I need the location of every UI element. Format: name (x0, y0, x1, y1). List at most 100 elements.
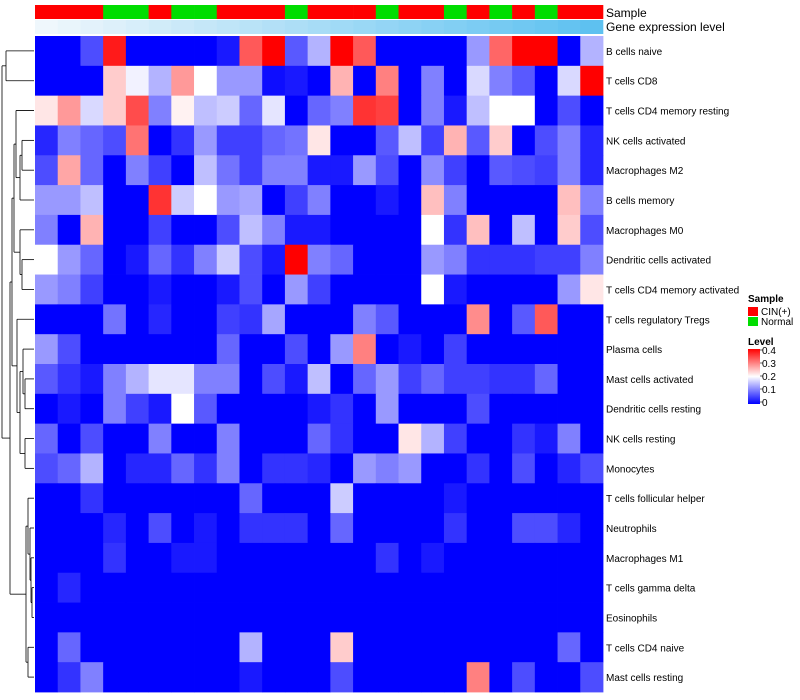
heatmap-cell (489, 483, 513, 514)
heatmap-cell (194, 185, 218, 216)
expression-annot-cell (580, 20, 604, 34)
heatmap-cell (148, 185, 172, 216)
heatmap-cell (512, 185, 536, 216)
sample-annot-cell (103, 5, 127, 19)
legend-sample-title: Sample (748, 294, 784, 305)
heatmap-cell (284, 364, 309, 395)
heatmap-cell (307, 632, 331, 663)
heatmap-cell (330, 393, 354, 425)
heatmap-cell (512, 364, 536, 395)
row-label: Dendritic cells resting (606, 405, 701, 416)
heatmap-cell (466, 274, 490, 305)
heatmap-cell (534, 274, 558, 305)
heatmap-cell (80, 304, 104, 335)
expression-annot-cell (194, 20, 218, 34)
heatmap-cell (148, 65, 172, 97)
heatmap-cell (35, 632, 59, 663)
heatmap-cell (216, 662, 240, 693)
heatmap-cell (557, 36, 581, 67)
heatmap-cell (194, 125, 218, 156)
heatmap-cell (534, 542, 558, 574)
heatmap-cell (580, 214, 604, 246)
heatmap-cell (103, 572, 127, 603)
heatmap-cell (353, 542, 377, 574)
heatmap-cell (57, 423, 81, 454)
heatmap-cell (557, 95, 581, 126)
heatmap-cell (330, 483, 354, 514)
heatmap-cell (80, 364, 104, 395)
heatmap-cell (148, 662, 172, 693)
heatmap-cell (239, 542, 263, 574)
heatmap-cell (57, 274, 81, 305)
heatmap-cell (330, 662, 354, 693)
heatmap-cell (307, 36, 331, 67)
heatmap-cell (57, 244, 81, 275)
heatmap-cell (262, 364, 286, 395)
heatmap-cell (375, 125, 399, 156)
heatmap-cell (353, 36, 377, 67)
heatmap-cell (580, 572, 604, 603)
heatmap-cell (148, 632, 172, 663)
heatmap-cell (262, 36, 286, 67)
expression-annot-cell (330, 20, 354, 34)
heatmap-cell (330, 185, 354, 216)
heatmap-cell (216, 423, 240, 454)
heatmap-cell (262, 125, 286, 156)
heatmap-cell (284, 483, 309, 514)
heatmap-cell (580, 453, 604, 484)
heatmap-cell (262, 244, 286, 275)
heatmap-cell (148, 364, 172, 395)
heatmap-cell (125, 453, 149, 484)
heatmap-cell (580, 36, 604, 67)
expression-annot-cell (262, 20, 286, 34)
heatmap-cell (194, 274, 218, 305)
heatmap-cell (330, 334, 354, 365)
heatmap-cell (171, 572, 195, 603)
heatmap-cell (375, 513, 399, 544)
heatmap-cell (239, 483, 263, 514)
heatmap-cell (421, 572, 445, 603)
heatmap-cell (35, 423, 59, 454)
sample-annot-cell (125, 5, 149, 19)
heatmap-cell (80, 483, 104, 514)
heatmap-cell (171, 393, 195, 425)
row-label: Dendritic cells activated (606, 256, 711, 267)
heatmap-cell (398, 244, 422, 275)
heatmap-cell (103, 662, 127, 693)
heatmap-cell (534, 393, 558, 425)
heatmap-cell (466, 542, 490, 574)
heatmap-cell (512, 36, 536, 67)
row-label: T cells CD4 memory activated (606, 285, 739, 296)
heatmap-cell (80, 334, 104, 365)
heatmap-cell (375, 36, 399, 67)
heatmap-cell (57, 542, 81, 574)
heatmap-cell (307, 244, 331, 275)
heatmap-cell (284, 393, 309, 425)
sample-annot-cell (171, 5, 195, 19)
heatmap-cell (443, 95, 468, 126)
expression-annot-cell (557, 20, 581, 34)
heatmap-cell (57, 662, 81, 693)
heatmap-cell (557, 632, 581, 663)
heatmap-cell (57, 185, 81, 216)
heatmap-cell (353, 214, 377, 246)
heatmap-cell (375, 662, 399, 693)
heatmap-cell (103, 95, 127, 126)
heatmap-cell (443, 304, 468, 335)
heatmap-cell (171, 125, 195, 156)
heatmap-cell (103, 36, 127, 67)
row-label: Plasma cells (606, 345, 662, 356)
heatmap-cell (398, 274, 422, 305)
heatmap-cell (216, 185, 240, 216)
heatmap-cell (353, 662, 377, 693)
heatmap-cell (512, 602, 536, 633)
heatmap-cell (307, 155, 331, 186)
heatmap-cell (239, 244, 263, 275)
heatmap-cell (398, 185, 422, 216)
heatmap-cell (239, 572, 263, 603)
heatmap-cell (35, 393, 59, 425)
heatmap-cell (534, 334, 558, 365)
heatmap-cell (398, 125, 422, 156)
heatmap-cell (57, 125, 81, 156)
